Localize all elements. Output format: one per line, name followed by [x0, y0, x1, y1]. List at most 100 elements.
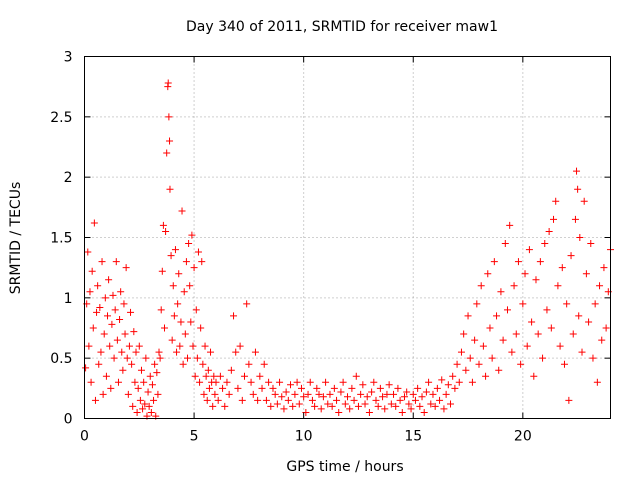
data-point [479, 342, 487, 350]
data-point [171, 246, 179, 254]
data-point [225, 390, 233, 398]
data-point [409, 390, 417, 398]
data-point [260, 360, 268, 368]
data-point [124, 390, 132, 398]
data-point [191, 372, 199, 380]
data-point [556, 342, 564, 350]
data-point [98, 258, 106, 266]
data-point [101, 294, 109, 302]
data-point [486, 324, 494, 332]
data-point [189, 342, 197, 350]
data-point [141, 400, 149, 408]
data-point [396, 396, 404, 404]
data-point [89, 324, 97, 332]
data-point [598, 336, 606, 344]
data-point [403, 388, 411, 396]
data-point [202, 372, 210, 380]
data-point [541, 240, 549, 248]
data-point [117, 288, 125, 296]
data-point [317, 405, 325, 413]
data-point [392, 402, 400, 410]
data-point [482, 372, 490, 380]
data-point [578, 348, 586, 356]
data-point [110, 354, 118, 362]
data-point [451, 384, 459, 392]
data-point [477, 282, 485, 290]
data-point [501, 240, 509, 248]
data-point [335, 408, 343, 416]
data-point [182, 258, 190, 266]
data-point [475, 360, 483, 368]
data-point [521, 270, 529, 278]
data-point [119, 366, 127, 374]
grid-lines [84, 56, 611, 419]
data-point [146, 372, 154, 380]
data-point [297, 384, 305, 392]
data-point [93, 308, 101, 316]
data-point [142, 354, 150, 362]
data-point [582, 270, 590, 278]
data-point [490, 258, 498, 266]
data-point [145, 402, 153, 410]
x-tick-label: 0 [80, 429, 89, 445]
data-point [525, 246, 533, 254]
data-point [348, 384, 356, 392]
data-point [466, 354, 474, 362]
data-point [416, 402, 424, 410]
data-point [196, 378, 204, 386]
data-point [135, 342, 143, 350]
data-point [495, 366, 503, 374]
data-point [134, 384, 142, 392]
data-point [262, 396, 270, 404]
data-point [167, 252, 175, 260]
data-point [370, 378, 378, 386]
data-point [223, 378, 231, 386]
data-point [414, 384, 422, 392]
data-point [536, 258, 544, 266]
data-point [585, 318, 593, 326]
data-point [346, 405, 354, 413]
data-point [243, 300, 251, 308]
data-point [580, 197, 588, 205]
data-point [468, 378, 476, 386]
data-point [194, 248, 202, 256]
data-point [517, 360, 525, 368]
data-point [130, 328, 138, 336]
data-point [147, 408, 155, 416]
data-point [120, 300, 128, 308]
data-point [453, 360, 461, 368]
data-point [230, 312, 238, 320]
data-point [565, 396, 573, 404]
data-point [569, 330, 577, 338]
data-point [108, 320, 116, 328]
data-point [276, 378, 284, 386]
data-point [302, 408, 310, 416]
data-point [99, 390, 107, 398]
data-point [267, 402, 275, 410]
data-point [438, 376, 446, 384]
data-point [150, 396, 158, 404]
data-point [460, 330, 468, 338]
data-point [287, 381, 295, 389]
data-point [232, 348, 240, 356]
data-point [293, 378, 301, 386]
data-point [96, 303, 104, 311]
y-tick-label: 2 [64, 170, 73, 186]
data-point [180, 288, 188, 296]
data-point [523, 342, 531, 350]
data-point [90, 219, 98, 227]
data-point [188, 231, 196, 239]
data-point [444, 381, 452, 389]
data-point [256, 372, 264, 380]
data-point [107, 384, 115, 392]
data-point [593, 378, 601, 386]
data-point [436, 396, 444, 404]
data-point [567, 252, 575, 260]
data-point [462, 366, 470, 374]
data-point [493, 312, 501, 320]
data-point [344, 393, 351, 401]
y-tick-label: 1.5 [50, 231, 72, 247]
data-point [508, 348, 516, 356]
data-point [82, 364, 90, 372]
x-tick-label: 15 [404, 429, 422, 445]
